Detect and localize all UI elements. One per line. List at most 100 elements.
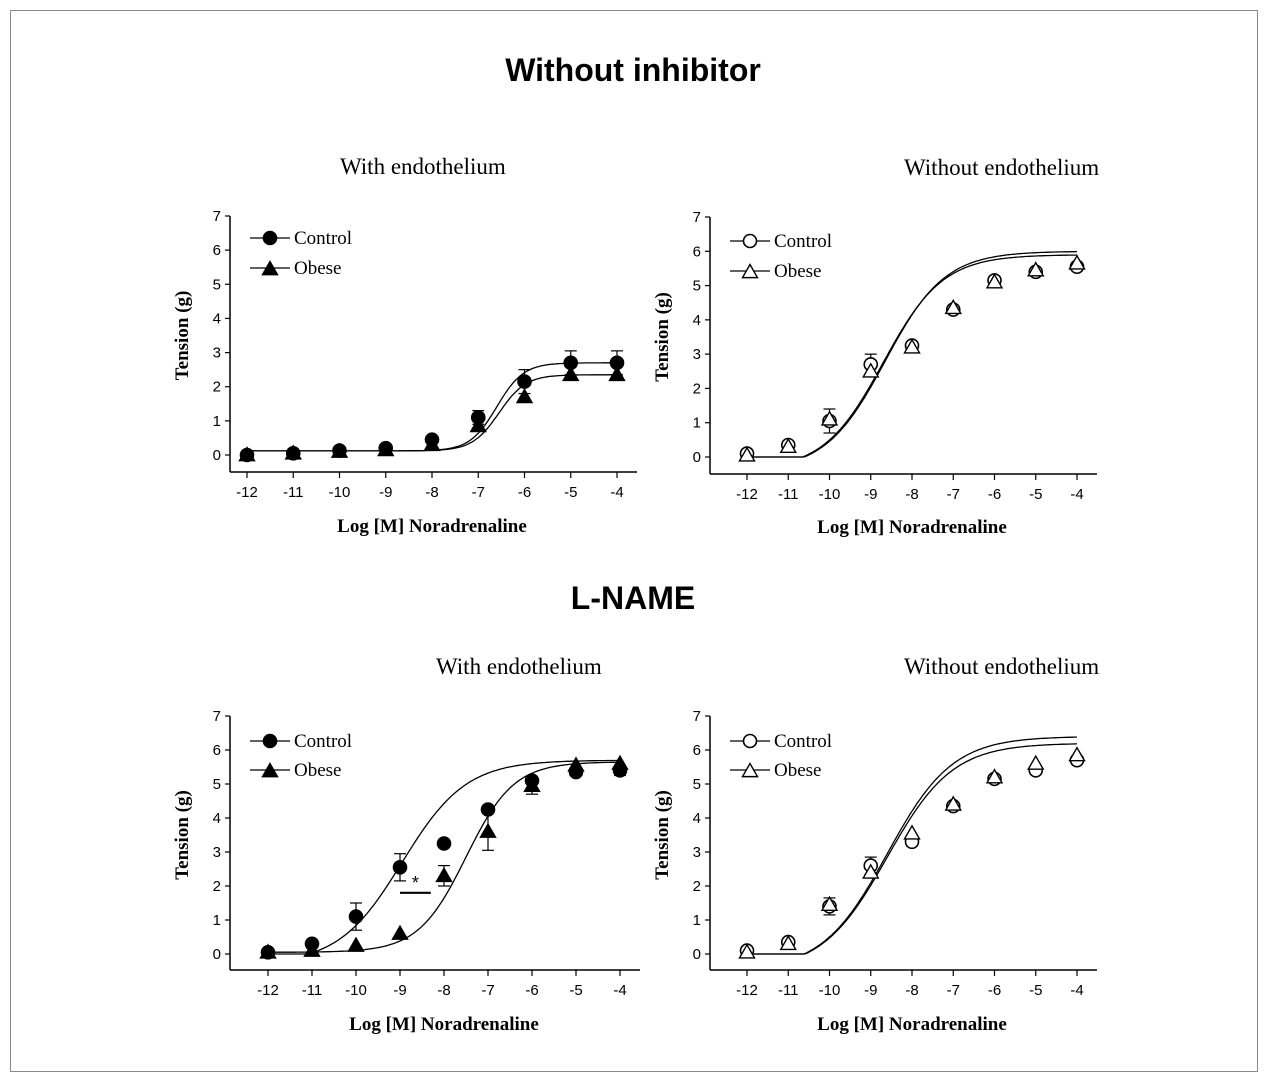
x-tick-label: -9 (864, 982, 877, 999)
y-tick-label: 2 (693, 878, 701, 895)
y-axis-label: Tension (g) (652, 790, 673, 880)
data-point-obese (238, 446, 256, 462)
chart-panel-without-inhibitor-without-endothelium: Without endothelium 0 1 2 3 4 5 6 7 -12 -11 -10 -9 -8… (652, 155, 1099, 538)
data-point-obese (303, 941, 321, 957)
x-axis-label: Log [M] Noradrenaline (817, 1014, 1007, 1035)
legend-marker-obese (261, 762, 279, 778)
x-tick-label: -4 (1070, 486, 1083, 503)
data-point-obese (820, 410, 839, 426)
data-point-obese (377, 440, 395, 457)
series-control (739, 254, 1085, 461)
y-tick-label: 7 (213, 208, 221, 225)
y-tick-label: 4 (693, 312, 701, 329)
x-axis-label: Log [M] Noradrenaline (349, 1014, 539, 1035)
data-point-obese (1068, 746, 1086, 762)
y-tick-label: 4 (213, 810, 221, 827)
data-point-obese (903, 338, 921, 354)
data-point-obese (347, 936, 365, 952)
y-tick-label: 2 (213, 878, 221, 895)
y-tick-label: 3 (213, 345, 221, 362)
x-tick-label: -7 (472, 484, 485, 501)
y-tick-label: 3 (693, 346, 701, 363)
data-point-control (348, 909, 364, 924)
legend-label: Control (294, 228, 352, 249)
x-tick-label: -6 (988, 486, 1001, 503)
chart-panel-l-name-without-endothelium: Without endothelium 0 1 2 3 4 5 6 7 -12 -11 -10 -9 -8… (652, 654, 1099, 1035)
x-tick-label: -5 (569, 982, 582, 999)
data-point-obese (779, 437, 797, 454)
x-tick-label: -5 (1029, 486, 1042, 503)
data-point-obese (985, 273, 1004, 289)
y-tick-label: 7 (693, 209, 701, 226)
legend-marker-obese (261, 260, 279, 276)
data-point-obese (515, 388, 534, 404)
chart-panel-l-name-with-endothelium: With endothelium 0 1 2 3 4 5 6 7 -12 -11 -10 -9 -8 -7 -… (172, 654, 640, 1035)
series-obese (738, 736, 1086, 959)
data-point-obese (1068, 254, 1086, 270)
x-tick-label: -4 (610, 484, 623, 501)
y-tick-label: 1 (693, 415, 701, 432)
fit-curve-obese (747, 736, 1077, 955)
y-tick-label: 0 (693, 449, 701, 466)
data-point-obese (479, 822, 497, 838)
legend-label: Control (294, 731, 352, 752)
y-tick-label: 3 (693, 844, 701, 861)
x-tick-label: -12 (736, 486, 758, 503)
legend-marker-obese (741, 263, 759, 279)
y-tick-label: 6 (693, 243, 701, 260)
chart-title: Without endothelium (904, 654, 1099, 679)
x-tick-label: -11 (778, 982, 799, 999)
data-point-obese (284, 444, 302, 460)
data-point-obese (562, 365, 580, 382)
chart-title: With endothelium (436, 654, 602, 679)
data-point-obese (567, 756, 585, 772)
x-tick-label: -9 (379, 484, 392, 501)
legend-label: Control (774, 731, 832, 752)
data-point-obese (944, 795, 962, 811)
data-point-obese (523, 776, 541, 793)
data-point-obese (944, 298, 962, 315)
x-tick-label: -12 (257, 982, 279, 999)
section-title-l-name: L-NAME (570, 580, 696, 616)
x-tick-label: -7 (947, 982, 960, 999)
x-tick-label: -12 (736, 982, 758, 999)
data-point-obese (435, 866, 453, 883)
y-tick-label: 7 (693, 708, 701, 725)
data-point-control (436, 836, 452, 851)
data-point-obese (779, 934, 797, 951)
legend-marker-obese (741, 762, 759, 778)
y-tick-label: 1 (213, 912, 221, 929)
data-point-obese (985, 768, 1004, 784)
fit-curve-obese (267, 761, 620, 953)
x-tick-label: -11 (778, 486, 799, 503)
data-point-obese (862, 863, 880, 879)
x-tick-label: -8 (905, 486, 918, 503)
x-tick-label: -6 (518, 484, 531, 501)
legend-label: Control (774, 231, 832, 252)
section-title-without-inhibitor: Without inhibitor (505, 52, 761, 88)
figure-frame (10, 10, 1258, 1072)
y-tick-label: 5 (213, 276, 221, 293)
x-tick-label: -10 (819, 486, 841, 503)
data-point-obese (1027, 261, 1045, 277)
data-point-obese (608, 365, 626, 382)
legend-label: Obese (774, 261, 821, 282)
x-tick-label: -7 (947, 486, 960, 503)
legend-label: Obese (774, 760, 821, 781)
x-tick-label: -5 (1029, 982, 1042, 999)
chart-panel-without-inhibitor-with-endothelium: With endothelium 0 1 2 3 4 5 6 7 -12 -11 -10 -9 -8 -7 -… (172, 154, 637, 537)
series-obese (259, 754, 629, 959)
chart-title: Without endothelium (904, 155, 1099, 180)
x-tick-label: -8 (425, 484, 438, 501)
data-point-obese (862, 362, 880, 378)
data-point-obese (738, 943, 756, 959)
y-tick-label: 6 (213, 242, 221, 259)
x-axis-label: Log [M] Noradrenaline (817, 517, 1007, 538)
y-tick-label: 2 (213, 379, 221, 396)
data-point-obese (738, 446, 756, 462)
y-axis-label: Tension (g) (172, 790, 193, 880)
fit-curve-control (268, 759, 620, 955)
y-tick-label: 4 (213, 310, 221, 327)
legend-label: Obese (294, 258, 341, 279)
x-tick-label: -6 (525, 982, 538, 999)
